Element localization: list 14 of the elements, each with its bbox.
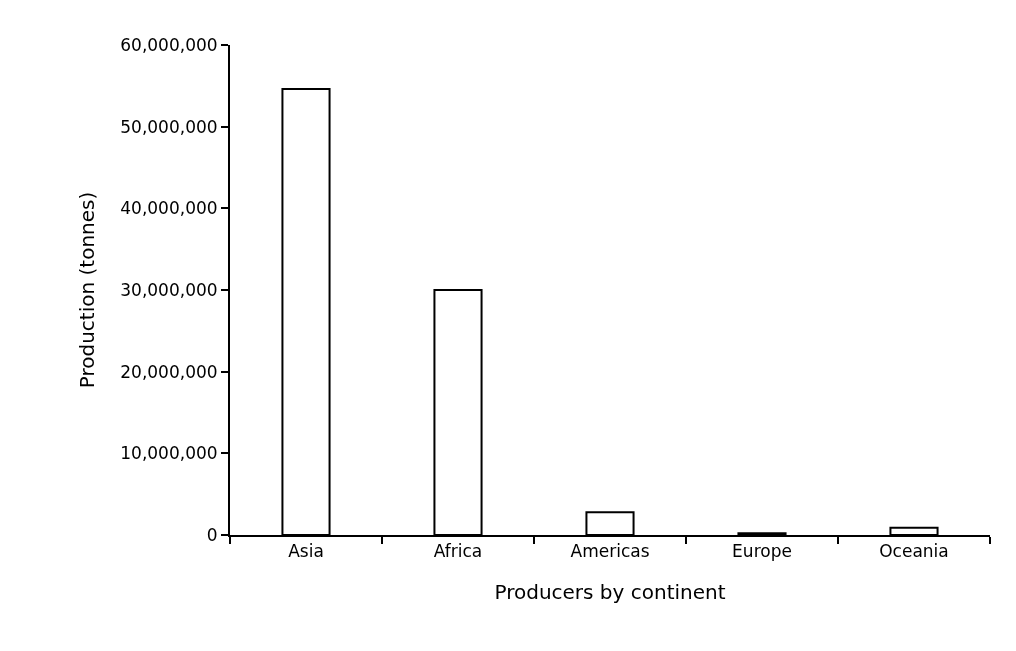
- y-axis-title: Production (tonnes): [75, 191, 100, 389]
- y-tick-label: 30,000,000: [120, 279, 218, 300]
- y-tick-label: 20,000,000: [120, 361, 218, 382]
- x-tick-label: Asia: [288, 541, 324, 562]
- x-axis-title: Producers by continent: [494, 580, 726, 605]
- y-tick-label: 10,000,000: [120, 443, 218, 464]
- y-tick-label: 50,000,000: [120, 116, 218, 137]
- x-tick-label: Europe: [732, 541, 792, 562]
- x-tick-label: Americas: [570, 541, 650, 562]
- y-tick-label: 60,000,000: [120, 34, 218, 55]
- y-tick-label: 0: [206, 524, 218, 545]
- y-tick-label: 40,000,000: [120, 198, 218, 219]
- x-tick-label: Africa: [433, 541, 483, 562]
- x-tick-label: Oceania: [879, 541, 949, 562]
